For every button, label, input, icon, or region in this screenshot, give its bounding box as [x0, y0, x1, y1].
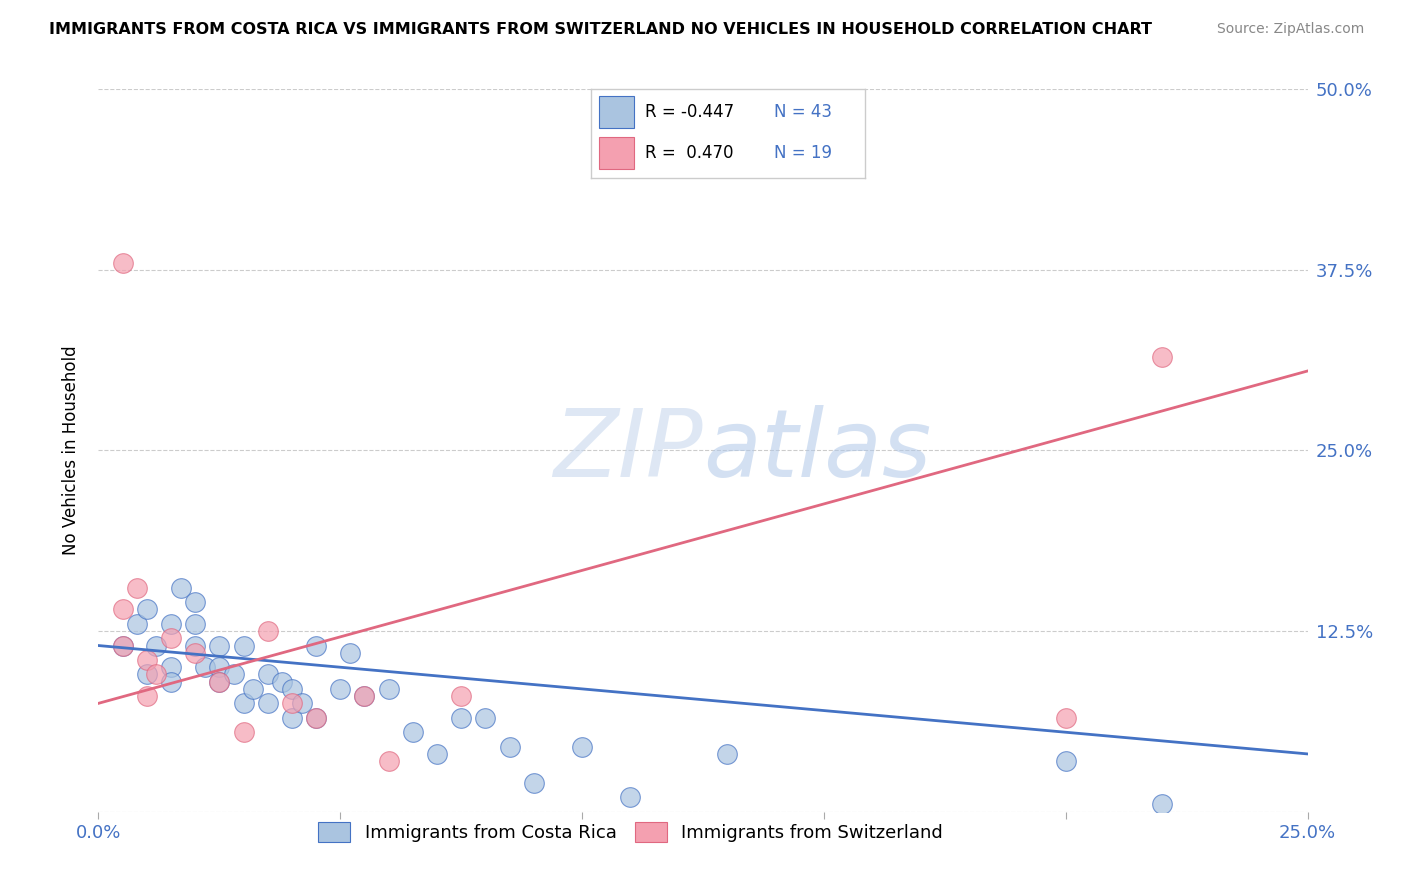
Point	[208, 639, 231, 653]
Point	[111, 255, 134, 269]
Point	[208, 660, 231, 674]
Point	[271, 674, 294, 689]
Text: R = -0.447: R = -0.447	[645, 103, 734, 121]
Bar	[599, 137, 634, 169]
Point	[329, 681, 352, 696]
Legend: Immigrants from Costa Rica, Immigrants from Switzerland: Immigrants from Costa Rica, Immigrants f…	[311, 814, 950, 850]
Point	[450, 689, 472, 703]
Point	[184, 616, 207, 631]
Point	[1152, 350, 1174, 364]
Point	[194, 660, 217, 674]
Text: N = 43: N = 43	[775, 103, 832, 121]
Point	[377, 681, 399, 696]
Text: R =  0.470: R = 0.470	[645, 145, 734, 162]
Point	[353, 689, 375, 703]
Y-axis label: No Vehicles in Household: No Vehicles in Household	[62, 345, 80, 556]
Point	[353, 689, 375, 703]
Point	[232, 725, 254, 739]
Point	[450, 711, 472, 725]
Point	[135, 689, 157, 703]
Point	[242, 681, 264, 696]
Text: ZIP: ZIP	[554, 405, 703, 496]
Point	[1152, 797, 1174, 812]
Point	[1054, 711, 1077, 725]
Point	[127, 616, 149, 631]
Point	[377, 754, 399, 768]
Point	[160, 632, 183, 646]
Point	[256, 624, 278, 639]
Point	[305, 711, 328, 725]
Point	[160, 674, 183, 689]
Point	[232, 639, 254, 653]
Point	[145, 667, 167, 681]
Point	[256, 696, 278, 710]
Point	[208, 674, 231, 689]
Point	[1054, 754, 1077, 768]
Point	[571, 739, 593, 754]
Point	[402, 725, 425, 739]
Text: atlas: atlas	[703, 405, 931, 496]
Point	[222, 667, 245, 681]
Point	[281, 696, 304, 710]
Point	[716, 747, 738, 761]
Point	[305, 711, 328, 725]
Point	[290, 696, 312, 710]
Point	[111, 639, 134, 653]
Point	[523, 776, 546, 790]
Point	[305, 639, 328, 653]
Point	[498, 739, 520, 754]
Point	[619, 790, 641, 805]
Point	[135, 667, 157, 681]
Point	[111, 639, 134, 653]
Point	[256, 667, 278, 681]
Point	[184, 639, 207, 653]
Point	[127, 581, 149, 595]
Point	[208, 674, 231, 689]
Text: N = 19: N = 19	[775, 145, 832, 162]
Point	[160, 616, 183, 631]
Point	[160, 660, 183, 674]
Point	[232, 696, 254, 710]
Point	[145, 639, 167, 653]
Text: IMMIGRANTS FROM COSTA RICA VS IMMIGRANTS FROM SWITZERLAND NO VEHICLES IN HOUSEHO: IMMIGRANTS FROM COSTA RICA VS IMMIGRANTS…	[49, 22, 1152, 37]
Bar	[599, 96, 634, 128]
Point	[135, 602, 157, 616]
Point	[339, 646, 361, 660]
Point	[111, 602, 134, 616]
Point	[426, 747, 449, 761]
Point	[184, 595, 207, 609]
Point	[281, 681, 304, 696]
Text: Source: ZipAtlas.com: Source: ZipAtlas.com	[1216, 22, 1364, 37]
Point	[474, 711, 496, 725]
Point	[169, 581, 191, 595]
Point	[184, 646, 207, 660]
Point	[281, 711, 304, 725]
Point	[135, 653, 157, 667]
